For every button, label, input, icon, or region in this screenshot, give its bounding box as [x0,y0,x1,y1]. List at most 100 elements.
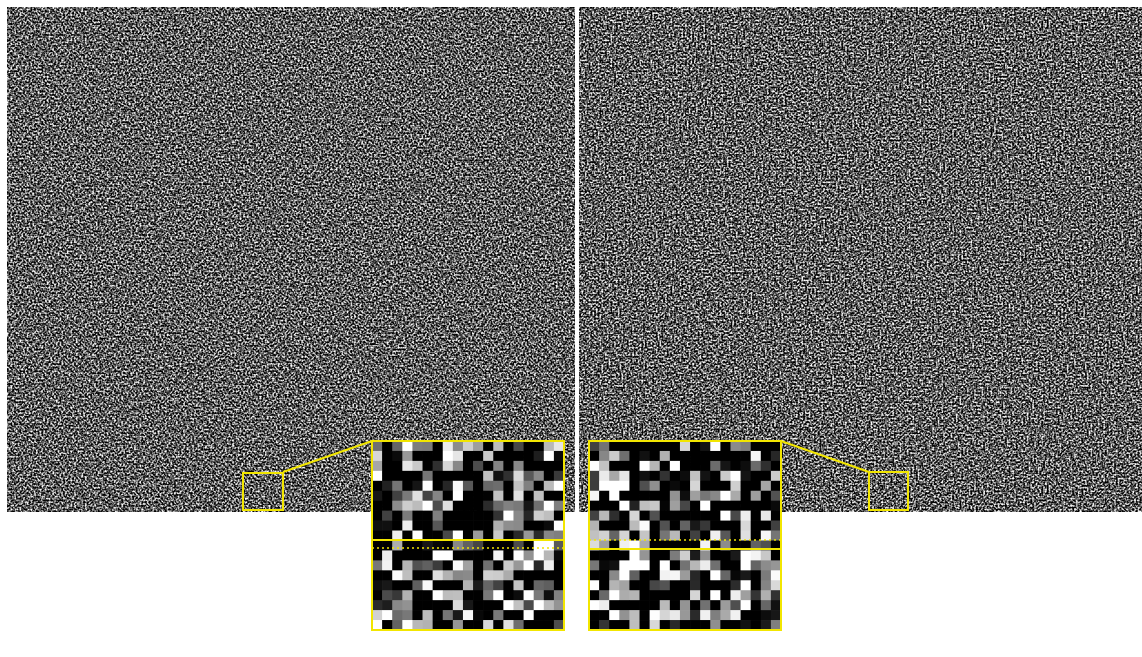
inset-pixel [599,550,609,560]
inset-pixel [544,471,554,481]
inset-pixel [443,461,453,471]
inset-pixel [761,531,771,541]
inset-pixel [402,580,412,590]
inset-pixel [423,471,433,481]
inset-pixel [599,501,609,511]
inset-pixel [741,441,751,451]
inset-pixel [554,560,564,570]
inset-pixel [423,560,433,570]
inset-pixel [700,501,710,511]
inset-pixel [640,461,650,471]
inset-pixel [524,451,534,461]
inset-pixel [771,511,781,521]
inset-pixel [433,540,443,550]
inset-pixel [372,511,382,521]
inset-pixel [670,600,680,610]
inset-pixel [392,610,402,620]
inset-pixel [534,471,544,481]
inset-pixel [423,620,433,630]
inset-pixel [720,481,730,491]
inset-pixel [423,600,433,610]
inset-pixel [372,471,382,481]
inset-pixel [443,610,453,620]
inset-pixel [443,550,453,560]
inset-pixel [710,491,720,501]
inset-pixel [710,531,720,541]
inset-pixel [741,491,751,501]
inset-pixel [473,471,483,481]
inset-pixel [534,570,544,580]
inset-pixel [609,580,619,590]
inset-pixel [402,461,412,471]
inset-pixel [503,610,513,620]
inset-pixel [761,471,771,481]
inset-pixel [534,590,544,600]
inset-pixel [433,560,443,570]
inset-pixel [433,610,443,620]
inset-pixel [629,550,639,560]
inset-pixel [660,610,670,620]
inset-pixel [690,451,700,461]
inset-pixel [433,471,443,481]
inset-pixel [599,451,609,461]
inset-pixel [433,501,443,511]
inset-pixel [544,560,554,570]
inset-pixel [599,610,609,620]
inset-pixel [761,521,771,531]
inset-pixel [534,600,544,610]
inset-pixel [534,451,544,461]
inset-pixel [619,600,629,610]
inset-pixel [690,600,700,610]
inset-pixel [730,451,740,461]
inset-pixel [700,511,710,521]
inset-pixel [534,610,544,620]
inset-pixel [463,461,473,471]
inset-pixel [372,560,382,570]
inset-pixel [710,441,720,451]
inset-pixel [680,511,690,521]
inset-pixel [599,511,609,521]
inset-pixel [710,451,720,461]
inset-pixel [503,461,513,471]
inset-pixel [433,590,443,600]
inset-pixel [589,511,599,521]
inset-pixel [771,531,781,541]
inset-pixel [629,521,639,531]
inset-pixel [660,600,670,610]
inset-pixel [599,461,609,471]
inset-pixel [619,471,629,481]
inset-pixel [720,471,730,481]
inset-pixel [372,481,382,491]
inset-pixel [392,570,402,580]
inset-pixel [433,620,443,630]
inset-pixel [544,580,554,590]
inset-pixel [382,471,392,481]
inset-pixel [392,620,402,630]
inset-pixel [483,550,493,560]
right-image [579,7,1142,512]
inset-pixel [402,511,412,521]
inset-pixel [700,560,710,570]
inset-pixel [619,511,629,521]
inset-pixel [524,580,534,590]
inset-pixel [710,471,720,481]
inset-pixel [710,560,720,570]
inset-pixel [741,550,751,560]
inset-pixel [412,590,422,600]
inset-pixel [670,610,680,620]
inset-pixel [554,441,564,451]
inset-pixel [473,590,483,600]
inset-pixel [473,600,483,610]
inset-pixel [372,600,382,610]
inset-pixel [513,570,523,580]
inset-pixel [382,491,392,501]
inset-pixel [660,580,670,590]
inset-pixel [513,441,523,451]
inset-pixel [640,521,650,531]
inset-pixel [433,491,443,501]
inset-pixel [771,451,781,461]
inset-pixel [710,521,720,531]
inset-pixel [599,441,609,451]
inset-pixel [483,610,493,620]
inset-pixel [513,550,523,560]
